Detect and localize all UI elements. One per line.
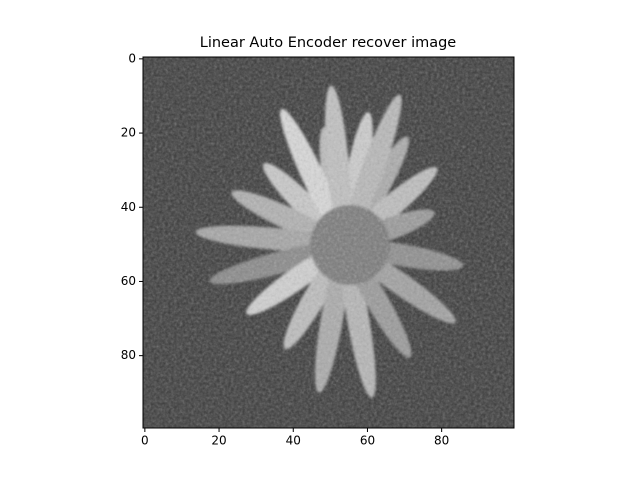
x-tick-label: 80: [434, 434, 449, 448]
y-tick-label: 0: [128, 51, 136, 65]
axes-frame: [142, 56, 515, 429]
x-tick-label: 0: [141, 434, 149, 448]
image-noise: [143, 57, 514, 428]
y-tick-label: 80: [121, 348, 136, 362]
y-tick-label: 40: [121, 200, 136, 214]
x-tick-label: 40: [286, 434, 301, 448]
chart-title: Linear Auto Encoder recover image: [200, 35, 457, 51]
y-tick-label: 60: [121, 274, 136, 288]
image: [143, 57, 514, 428]
y-tick-label: 20: [121, 126, 136, 140]
x-tick-label: 20: [211, 434, 226, 448]
x-tick-label: 60: [360, 434, 375, 448]
